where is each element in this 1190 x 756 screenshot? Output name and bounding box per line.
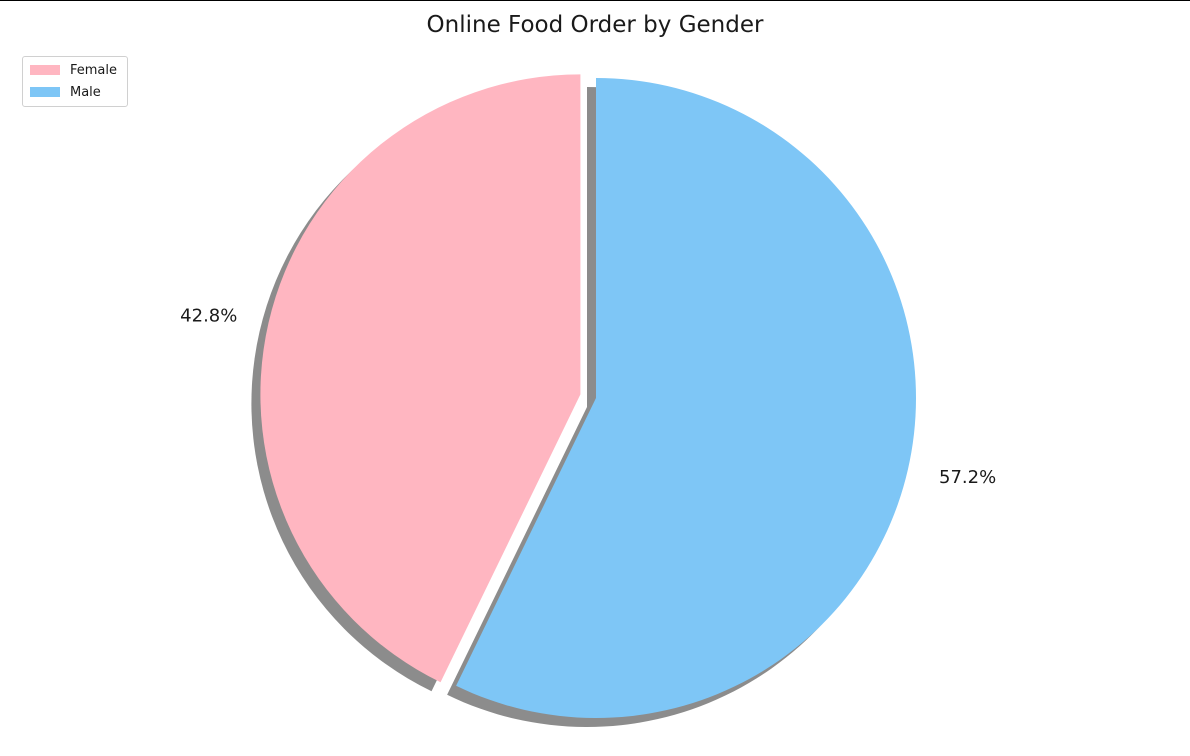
pie-label-female: 42.8% bbox=[180, 305, 237, 326]
pie-slice-male bbox=[456, 78, 916, 718]
chart-title: Online Food Order by Gender bbox=[426, 12, 764, 38]
legend-swatch-male bbox=[30, 87, 60, 97]
top-border bbox=[0, 0, 1190, 1]
legend-item-female: Female bbox=[30, 61, 117, 79]
pie-slice-female bbox=[260, 74, 581, 683]
legend: Female Male bbox=[22, 56, 128, 107]
legend-item-male: Male bbox=[30, 83, 101, 101]
legend-label-male: Male bbox=[70, 84, 101, 100]
legend-swatch-female bbox=[30, 65, 60, 75]
pie-label-male: 57.2% bbox=[939, 467, 996, 488]
legend-label-female: Female bbox=[70, 62, 118, 78]
